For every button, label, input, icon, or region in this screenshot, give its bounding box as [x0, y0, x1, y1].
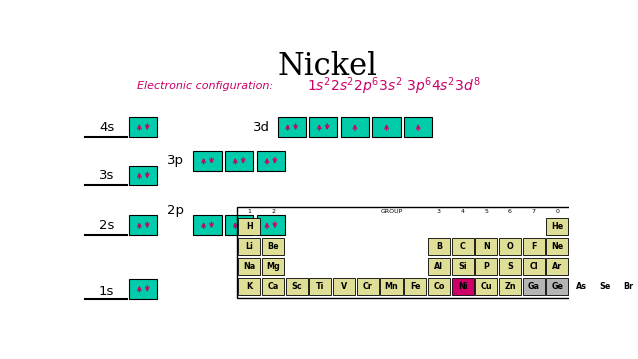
FancyBboxPatch shape — [404, 117, 433, 137]
FancyBboxPatch shape — [256, 215, 285, 235]
FancyBboxPatch shape — [309, 117, 338, 137]
FancyBboxPatch shape — [193, 151, 221, 171]
FancyBboxPatch shape — [373, 117, 401, 137]
FancyBboxPatch shape — [341, 117, 369, 137]
Text: 3s: 3s — [99, 169, 114, 182]
FancyBboxPatch shape — [129, 279, 158, 299]
FancyBboxPatch shape — [129, 165, 158, 186]
FancyBboxPatch shape — [129, 215, 158, 235]
Text: $1s^22s^22p^63s^2\ 3p^64s^23d^8$: $1s^22s^22p^63s^2\ 3p^64s^23d^8$ — [308, 75, 481, 97]
Text: Electronic configuration:: Electronic configuration: — [137, 81, 272, 91]
Text: 1s: 1s — [99, 285, 114, 298]
FancyBboxPatch shape — [193, 215, 221, 235]
FancyBboxPatch shape — [278, 117, 306, 137]
Text: Nickel: Nickel — [277, 51, 377, 82]
FancyBboxPatch shape — [225, 151, 253, 171]
Text: 4s: 4s — [99, 121, 114, 134]
Text: 2p: 2p — [167, 204, 184, 217]
Text: 3p: 3p — [167, 154, 184, 167]
FancyBboxPatch shape — [225, 215, 253, 235]
FancyBboxPatch shape — [129, 117, 158, 137]
Text: 2s: 2s — [99, 219, 114, 232]
Text: 3d: 3d — [253, 121, 270, 134]
FancyBboxPatch shape — [256, 151, 285, 171]
